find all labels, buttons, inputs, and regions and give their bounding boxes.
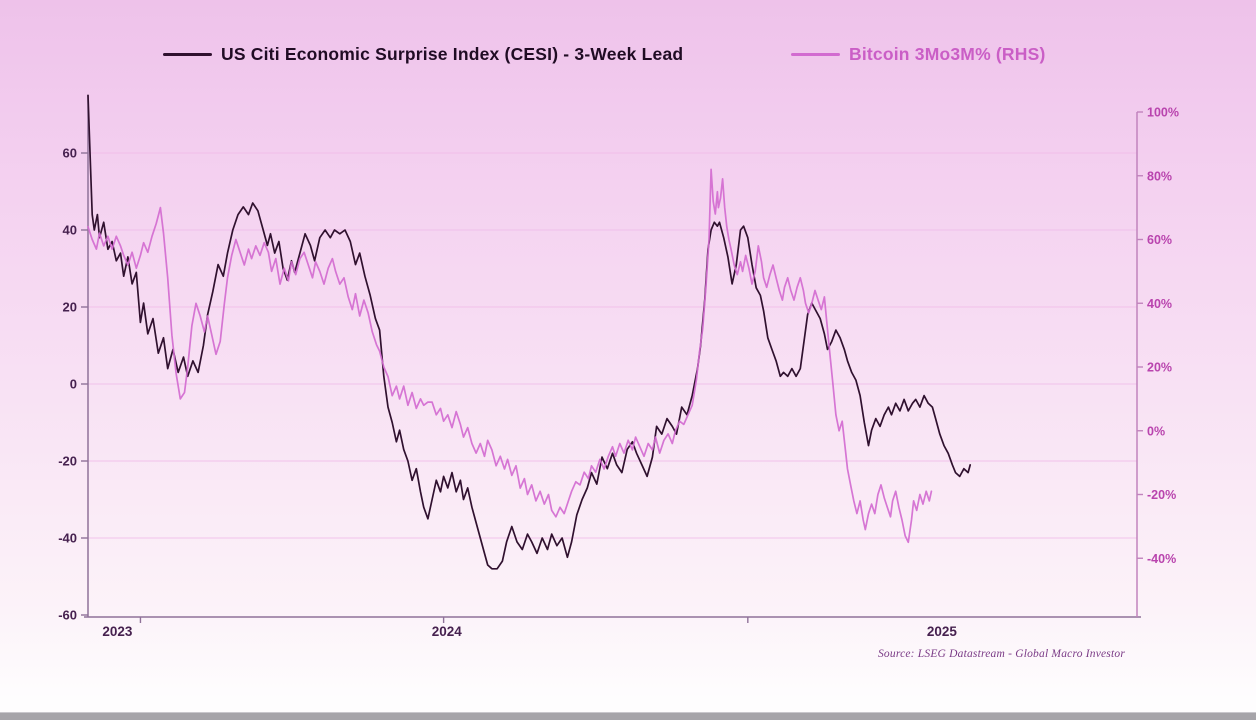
left-axis-tick-label: -20: [58, 454, 77, 469]
left-axis-tick-label: 40: [63, 223, 77, 238]
left-axis-tick-label: -60: [58, 608, 77, 623]
right-axis-tick-label: -20%: [1147, 488, 1176, 502]
cesi-line: [87, 94, 972, 570]
right-axis-tick-label: 40%: [1147, 297, 1172, 311]
legend: US Citi Economic Surprise Index (CESI) -…: [0, 38, 1256, 68]
cesi-line-swatch: [163, 53, 212, 56]
x-axis-year-label: 2023: [102, 624, 133, 639]
right-axis-tick-label: 100%: [1147, 106, 1179, 120]
left-axis-tick-label: 20: [63, 300, 77, 315]
source-note: Source: LSEG Datastream - Global Macro I…: [877, 648, 1125, 660]
right-axis-tick-label: 0%: [1147, 424, 1165, 438]
btc-line-swatch: [791, 53, 840, 56]
right-axis-tick-label: 20%: [1147, 361, 1172, 375]
legend-label-btc: Bitcoin 3Mo3M% (RHS): [849, 44, 1046, 64]
bottom-bar: [0, 712, 1256, 720]
x-axis-year-label: 2025: [927, 624, 958, 639]
legend-item-cesi: US Citi Economic Surprise Index (CESI) -…: [163, 44, 683, 65]
x-axis-year-label: 2024: [432, 624, 463, 639]
left-axis-tick-label: 0: [70, 377, 77, 392]
left-axis-tick-label: -40: [58, 531, 77, 546]
btc-line: [87, 168, 933, 544]
right-axis-tick-label: 60%: [1147, 233, 1172, 247]
legend-item-btc: Bitcoin 3Mo3M% (RHS): [791, 44, 1046, 65]
right-axis-tick-label: 80%: [1147, 169, 1172, 183]
left-axis-tick-label: 60: [63, 146, 77, 161]
legend-label-cesi: US Citi Economic Surprise Index (CESI) -…: [221, 44, 684, 64]
right-axis-tick-label: -40%: [1147, 552, 1176, 566]
